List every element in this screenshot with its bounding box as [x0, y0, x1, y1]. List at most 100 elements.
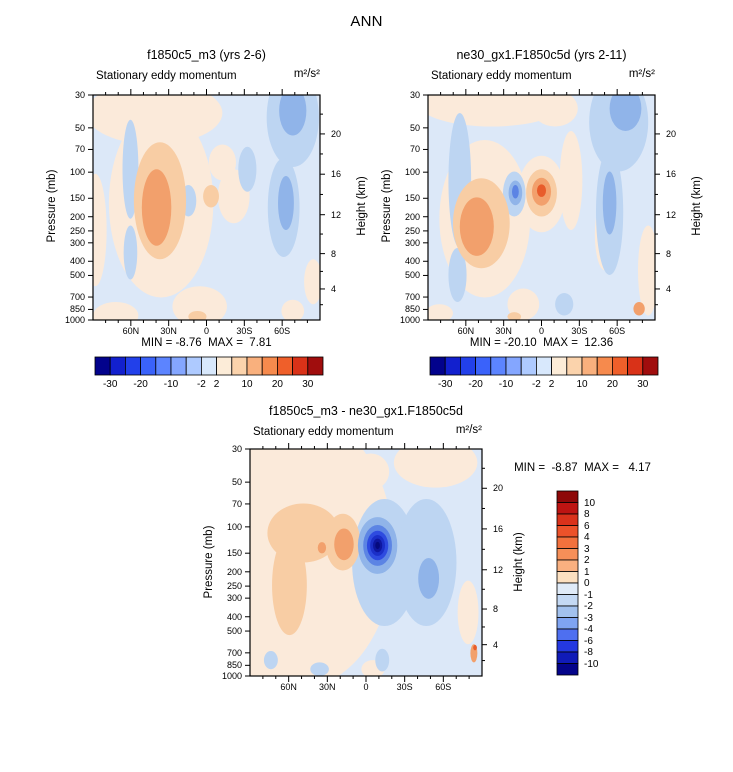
colorbar-vertical: [556, 490, 579, 676]
colorbar-tick-label: 2: [548, 379, 555, 390]
contour-region: [279, 95, 307, 136]
colorbar-segment: [556, 536, 579, 549]
pressure-tick-label: 100: [69, 167, 85, 178]
latitude-tick-label: 60S: [274, 326, 291, 336]
contour-region: [123, 225, 138, 280]
colorbar-segment: [444, 356, 461, 376]
pressure-tick-label: 850: [404, 304, 420, 315]
contour-region: [278, 176, 294, 230]
colorbar-segment: [246, 356, 263, 376]
colorbar-segment: [556, 651, 579, 664]
colorbar-tick-label: -30: [437, 379, 453, 390]
contour-region: [304, 259, 320, 305]
contour-region: [602, 171, 617, 235]
contour-region: [507, 312, 522, 320]
panel1-units: m²/s²: [293, 68, 320, 80]
height-tick-label: 12: [666, 209, 677, 220]
colorbar-tick-label: 20: [606, 379, 618, 390]
pressure-tick-label: 150: [69, 193, 85, 204]
contour-region: [375, 648, 390, 672]
pressure-tick-label: 250: [69, 225, 85, 236]
height-tick-label: 12: [331, 209, 342, 220]
pressure-tick-label: 400: [226, 611, 242, 622]
pressure-tick-label: 30: [74, 90, 85, 100]
panel2-units: m²/s²: [628, 68, 655, 80]
colorbar-segment: [307, 356, 324, 376]
pressure-tick-label: 700: [226, 647, 242, 658]
height-tick-label: 4: [331, 283, 337, 294]
height-tick-label: 8: [331, 248, 337, 259]
colorbar-segment: [185, 356, 202, 376]
pressure-tick-label: 30: [231, 444, 242, 454]
pressure-tick-label: 400: [69, 256, 85, 267]
colorbar-tick-label: -1: [584, 589, 593, 601]
pressure-tick-label: 1000: [64, 315, 85, 325]
pressure-tick-label: 300: [226, 593, 242, 604]
contour-region: [448, 248, 467, 302]
colorbar-segment: [611, 356, 628, 376]
panel1-minmax: MIN = -8.76 MAX = 7.81: [141, 337, 272, 349]
height-tick-label: 8: [666, 248, 672, 259]
colorbar-tick-label: 2: [213, 379, 220, 390]
colorbar-tick-label: -8: [584, 647, 593, 658]
colorbar-segment: [94, 356, 111, 376]
height-tick-label: 12: [493, 564, 504, 575]
colorbar-segment: [556, 582, 579, 595]
colorbar-segment: [216, 356, 233, 376]
contour-region: [272, 535, 307, 636]
panel2-title: ne30_gx1.F1850c5d (yrs 2-11): [456, 48, 627, 62]
panel3-variable: Stationary eddy momentum: [253, 426, 394, 438]
colorbar-segment: [556, 663, 579, 676]
pressure-tick-label: 850: [69, 304, 85, 315]
pressure-tick-label: 70: [409, 144, 420, 155]
latitude-tick-label: 0: [538, 326, 544, 336]
colorbar-tick-label: -10: [584, 658, 599, 670]
pressure-tick-label: 500: [404, 270, 420, 281]
colorbar-segment: [140, 356, 157, 376]
colorbar-tick-label: -10: [498, 379, 514, 390]
height-tick-label: 16: [666, 169, 677, 180]
colorbar-tick-label: -6: [584, 635, 593, 647]
contour-region: [188, 311, 207, 320]
pressure-tick-label: 200: [226, 566, 242, 577]
pressure-tick-label: 50: [231, 477, 242, 488]
contour-region: [93, 173, 107, 287]
contour-region: [459, 197, 494, 256]
colorbar-tick-label: -2: [196, 379, 206, 390]
contour-region: [511, 185, 519, 199]
colorbar-tick-label: -20: [468, 379, 483, 390]
contour-region: [393, 449, 478, 488]
pressure-tick-label: 150: [226, 548, 242, 559]
contour-region: [141, 169, 172, 246]
colorbar-tick-label: -3: [584, 612, 593, 624]
contour-field: [250, 449, 482, 676]
colorbar-segment: [490, 356, 507, 376]
pressure-tick-label: 70: [74, 144, 85, 155]
panel1-pressure-axis-label: Pressure (mb): [46, 169, 58, 243]
latitude-tick-label: 30S: [236, 326, 253, 336]
contour-region: [263, 651, 278, 670]
latitude-tick-label: 60N: [122, 326, 140, 336]
contour-field: [428, 95, 655, 320]
pressure-tick-label: 400: [404, 256, 420, 267]
colorbar-tick-label: 6: [584, 520, 590, 532]
colorbar-tick-label: 3: [584, 543, 590, 555]
contour-region: [609, 95, 642, 131]
pressure-tick-label: 250: [226, 581, 242, 592]
colorbar-horizontal-1: [94, 356, 324, 376]
colorbar-tick-label: 10: [584, 497, 596, 509]
height-tick-label: 20: [666, 128, 677, 139]
colorbar-segment: [155, 356, 172, 376]
panel3-pressure-axis-label: Pressure (mb): [203, 525, 215, 599]
pressure-tick-label: 700: [404, 292, 420, 303]
contour-region: [633, 302, 645, 316]
colorbar-segment: [505, 356, 522, 376]
pressure-tick-label: 250: [404, 225, 420, 236]
colorbar-segment: [556, 594, 579, 607]
colorbar-segment: [292, 356, 309, 376]
colorbar-segment: [556, 513, 579, 526]
contour-region: [317, 542, 327, 554]
colorbar-segment: [109, 356, 126, 376]
colorbar-segment: [170, 356, 187, 376]
colorbar-segment: [556, 502, 579, 515]
